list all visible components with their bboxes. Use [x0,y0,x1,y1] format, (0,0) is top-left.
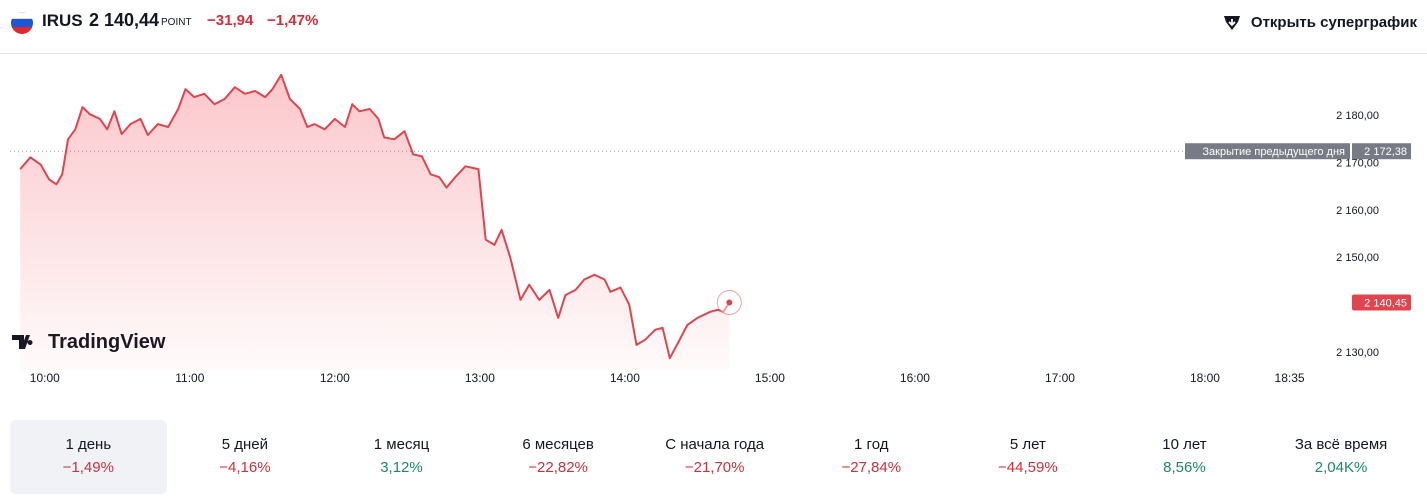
diamond-icon [1223,16,1240,30]
price-line [19,73,731,360]
period-change: −1,49% [62,459,114,476]
period-tab[interactable]: 5 дней −4,16% [167,420,324,494]
period-label: 5 лет [1009,436,1046,453]
period-change: 8,56% [1163,459,1206,476]
last-price-label: 2 140,45 [1364,297,1407,309]
period-change: −4,16% [219,459,271,476]
y-tick-label: 2 180,00 [1336,110,1379,122]
period-change: 3,12% [380,459,423,476]
period-tabs: 1 день −1,49% 5 дней −4,16% 1 месяц 3,12% 6 ме… [10,420,1420,494]
x-tick-label: 17:00 [1045,371,1075,385]
change: −31,94 [207,12,254,29]
button-label: Открыть суперграфик [1250,13,1417,31]
period-tab[interactable]: 10 лет 8,56% [1106,420,1263,494]
period-change: −44,59% [998,459,1058,476]
x-tick-label: 13:00 [465,371,495,385]
period-label: За всё время [1294,436,1388,453]
flag-icon [11,12,33,34]
y-tick-label: 2 150,00 [1336,252,1379,264]
price: 2 140,44 [89,10,160,30]
previous-close-badge [1185,143,1350,160]
x-tick-label: 15:00 [755,371,785,385]
previous-close-value-badge [1352,143,1411,160]
last-point [726,299,733,306]
period-tab[interactable]: 1 день −1,49% [10,420,167,494]
header: IRUS 2 140,44 POINT −31,94 −1,47% Открыт… [0,0,1427,54]
period-change: −22,82% [528,459,588,476]
chart: TradingView2 130,002 150,002 160,002 170… [10,73,1411,385]
period-label: 1 год [854,436,889,453]
x-tick-label: 12:00 [320,371,350,385]
period-tab[interactable]: За всё время 2,04K% [1263,420,1420,494]
unit: POINT [161,17,192,28]
period-label: 5 дней [221,436,269,453]
period-label: 1 день [65,436,112,453]
x-tick-label: 18:35 [1275,371,1305,385]
period-change: −21,70% [684,459,745,476]
x-tick-label: 18:00 [1190,371,1220,385]
area-fill [20,74,730,371]
period-label: С начала года [665,436,765,453]
y-tick-label: 2 170,00 [1336,157,1379,169]
y-tick-label: 2 160,00 [1336,205,1379,217]
period-change: 2,04K% [1314,459,1368,476]
change-percent: −1,47% [267,12,319,29]
x-tick-label: 10:00 [30,371,60,385]
period-tab[interactable]: 6 месяцев −22,82% [480,420,637,494]
previous-close-text: Закрытие предыдущего дня [1202,146,1345,158]
period-tab[interactable]: 5 лет −44,59% [950,420,1107,494]
ticker: IRUS [42,11,83,30]
period-label: 6 месяцев [522,436,594,453]
period-tab[interactable]: 1 год −27,84% [793,420,950,494]
open-supercharts-button[interactable]: Открыть суперграфик [1221,8,1417,36]
y-tick-label: 2 130,00 [1336,347,1379,359]
x-tick-label: 14:00 [610,371,640,385]
period-tab[interactable]: С начала года −21,70% [636,420,793,494]
previous-close-value: 2 172,38 [1364,146,1407,158]
last-price-badge [1352,294,1411,311]
period-tab[interactable]: 1 месяц 3,12% [323,420,480,494]
period-label: 10 лет [1162,436,1207,453]
x-tick-label: 11:00 [175,371,204,385]
x-tick-label: 16:00 [900,371,930,385]
period-label: 1 месяц [373,436,430,453]
period-change: −27,84% [841,459,902,476]
